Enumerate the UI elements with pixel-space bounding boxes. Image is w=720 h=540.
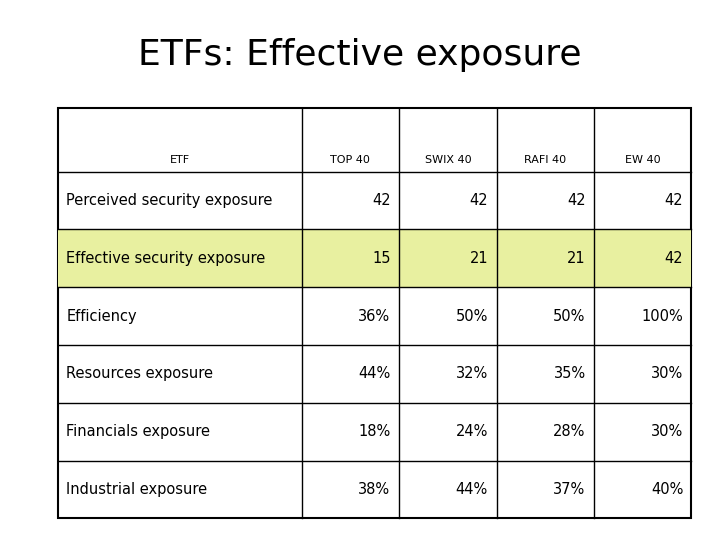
Text: RAFI 40: RAFI 40	[524, 155, 567, 165]
Text: 42: 42	[469, 193, 488, 208]
Text: 30%: 30%	[651, 367, 683, 381]
Text: ETF: ETF	[169, 155, 189, 165]
Text: 21: 21	[469, 251, 488, 266]
Text: 30%: 30%	[651, 424, 683, 439]
Text: 42: 42	[372, 193, 390, 208]
Text: 42: 42	[665, 193, 683, 208]
Text: 40%: 40%	[651, 482, 683, 497]
Text: 28%: 28%	[553, 424, 585, 439]
Text: Financials exposure: Financials exposure	[66, 424, 210, 439]
Text: TOP 40: TOP 40	[330, 155, 370, 165]
Text: Resources exposure: Resources exposure	[66, 367, 213, 381]
Text: 36%: 36%	[359, 308, 390, 323]
Text: 38%: 38%	[359, 482, 390, 497]
Text: 15: 15	[372, 251, 390, 266]
Text: 32%: 32%	[456, 367, 488, 381]
Text: 35%: 35%	[554, 367, 585, 381]
Text: SWIX 40: SWIX 40	[425, 155, 471, 165]
Text: Industrial exposure: Industrial exposure	[66, 482, 207, 497]
Text: 21: 21	[567, 251, 585, 266]
Text: 50%: 50%	[553, 308, 585, 323]
Text: 44%: 44%	[456, 482, 488, 497]
Text: ETFs: Effective exposure: ETFs: Effective exposure	[138, 38, 582, 72]
Text: 50%: 50%	[456, 308, 488, 323]
Text: 42: 42	[567, 193, 585, 208]
Text: EW 40: EW 40	[625, 155, 661, 165]
Text: 44%: 44%	[359, 367, 390, 381]
Text: 42: 42	[665, 251, 683, 266]
Text: 24%: 24%	[456, 424, 488, 439]
Text: 100%: 100%	[642, 308, 683, 323]
Text: Perceived security exposure: Perceived security exposure	[66, 193, 273, 208]
Text: 18%: 18%	[359, 424, 390, 439]
Text: Effective security exposure: Effective security exposure	[66, 251, 266, 266]
Text: Efficiency: Efficiency	[66, 308, 137, 323]
Text: 37%: 37%	[554, 482, 585, 497]
